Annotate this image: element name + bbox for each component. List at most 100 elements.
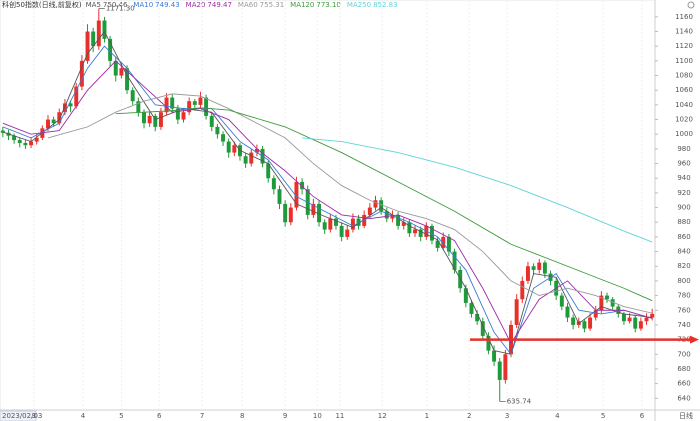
candle-body	[621, 313, 626, 322]
header: 科创50指数(日线,前复权) MA5 750.46 MA10 749.43 MA20 749…	[2, 0, 404, 10]
y-tick-label: 860	[677, 233, 690, 241]
candle-body	[418, 229, 423, 237]
candle-body	[254, 148, 259, 153]
y-tick-label: 700	[677, 350, 690, 358]
candle-body	[0, 130, 5, 133]
candle-body	[605, 295, 609, 300]
candle-body	[51, 119, 56, 124]
y-tick-label: 1140	[675, 28, 693, 36]
candle-body	[158, 112, 163, 127]
y-tick-label: 900	[677, 204, 690, 212]
candle-body	[446, 236, 451, 252]
candle-body	[170, 97, 175, 109]
candle-body	[12, 135, 17, 141]
candle-body	[142, 112, 146, 124]
candle-body	[125, 68, 130, 91]
legend-entry: MA250 852.83	[347, 1, 400, 9]
candle-body	[74, 86, 79, 107]
candle-body	[627, 317, 632, 322]
candle-body	[638, 321, 643, 329]
date-box	[0, 410, 37, 421]
candle-body	[277, 189, 282, 204]
candle-body	[322, 222, 327, 230]
candle-body	[243, 156, 248, 164]
y-tick-label: 1080	[675, 72, 693, 80]
candle-body	[29, 141, 34, 146]
candle-body	[480, 321, 485, 336]
legend-entry: MA20 749.47	[186, 1, 234, 9]
candle-body	[644, 317, 649, 322]
x-tick-label: 8	[240, 412, 244, 420]
candle-body	[311, 203, 316, 215]
candle-body	[463, 288, 468, 303]
plot-frame	[0, 0, 656, 411]
candle-body	[633, 317, 638, 329]
candle-body	[345, 229, 350, 237]
candle-body	[209, 115, 214, 127]
candle-body	[441, 236, 446, 248]
legend-name: MA20	[185, 1, 206, 9]
legend-entry: MA60 755.31	[238, 1, 286, 9]
ma-line	[115, 107, 653, 302]
candle-body	[514, 299, 519, 325]
candle-body	[588, 317, 593, 329]
period-label: 日线	[679, 411, 693, 420]
candle-body	[113, 60, 118, 76]
candle-body	[379, 200, 384, 212]
candle-body	[333, 218, 338, 226]
y-tick-label: 1000	[675, 130, 693, 138]
y-tick-label: 740	[677, 321, 690, 329]
x-tick-label: 11	[335, 412, 344, 420]
legend-name: MA60	[237, 1, 258, 9]
ma-line	[47, 93, 653, 314]
candle-body	[85, 31, 90, 61]
candle-body	[610, 299, 615, 307]
candle-body	[492, 350, 497, 362]
candle-body	[650, 313, 655, 318]
y-tick-label: 1100	[675, 57, 693, 65]
candle-body	[531, 266, 536, 270]
candle-body	[390, 214, 395, 219]
y-tick-label: 660	[677, 380, 690, 388]
candle-body	[396, 214, 401, 226]
candle-body	[537, 262, 542, 270]
candle-body	[130, 90, 135, 102]
candle-body	[96, 20, 101, 47]
candle-body	[232, 145, 237, 153]
candle-body	[204, 97, 209, 116]
legend-name: MA120	[290, 1, 315, 9]
y-tick-label: 800	[677, 277, 690, 285]
ma-line	[2, 30, 653, 355]
candle-body	[350, 218, 355, 230]
y-tick-label: 880	[677, 218, 690, 226]
y-tick-label: 1120	[675, 42, 693, 50]
legend-value: 750.46	[102, 1, 128, 9]
candle-body	[367, 207, 372, 215]
x-tick-label: 5	[119, 412, 123, 420]
candle-body	[593, 310, 598, 318]
candle-body	[294, 181, 299, 208]
candle-body	[599, 295, 604, 311]
x-tick-label: 5	[601, 412, 605, 420]
y-tick-label: 1020	[675, 116, 693, 124]
candle-body	[571, 317, 576, 325]
annotation-label: 1171.30	[106, 5, 135, 13]
x-tick-label: 9	[283, 412, 287, 420]
x-tick-label: 6	[157, 412, 162, 420]
candle-body	[221, 134, 226, 142]
candle-body	[525, 266, 530, 281]
ma-line	[2, 60, 653, 345]
x-tick-label: 10	[313, 412, 322, 420]
candle-body	[181, 112, 186, 120]
candle-body	[300, 181, 305, 190]
candle-body	[198, 97, 203, 105]
settings-icon[interactable]	[687, 1, 695, 9]
legend-name: MA250	[346, 1, 372, 9]
candle-body	[559, 295, 564, 307]
y-tick-label: 840	[677, 248, 690, 256]
x-tick-label: 3	[32, 412, 36, 420]
legend-value: 755.31	[259, 1, 285, 9]
candle-body	[413, 229, 417, 234]
candle-body	[62, 103, 67, 113]
candle-body	[164, 97, 169, 113]
